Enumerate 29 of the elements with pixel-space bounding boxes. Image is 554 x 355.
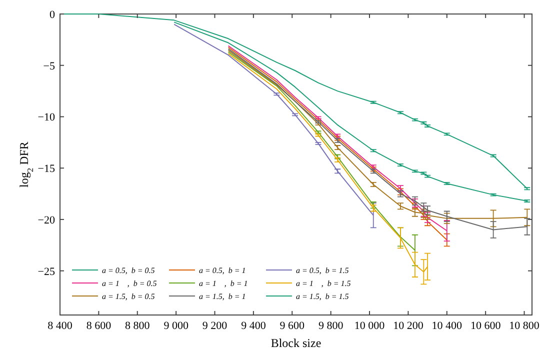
x-tick-label: 10 200 bbox=[393, 320, 424, 332]
y-tick-label: −5 bbox=[43, 60, 56, 72]
legend-label: a = 1.5, b = 1.5 bbox=[296, 292, 349, 301]
x-tick-label: 8 800 bbox=[125, 320, 150, 332]
legend-label: a = 1 , b = 1.5 bbox=[296, 279, 351, 288]
legend-label: a = 1 , b = 1 bbox=[199, 279, 248, 288]
x-tick-label: 9 800 bbox=[318, 320, 344, 332]
legend-label: a = 0.5, b = 1.5 bbox=[296, 266, 349, 275]
x-tick-label: 8 400 bbox=[48, 320, 73, 332]
x-tick-label: 10 600 bbox=[470, 320, 502, 332]
y-tick-label: −20 bbox=[38, 214, 56, 226]
x-tick-label: 10 800 bbox=[509, 320, 540, 332]
y-tick-label: −25 bbox=[38, 266, 56, 278]
x-tick-label: 9 200 bbox=[202, 320, 228, 332]
x-tick-label: 9 400 bbox=[241, 320, 266, 332]
y-tick-label: −10 bbox=[38, 112, 56, 124]
x-tick-label: 8 600 bbox=[86, 320, 112, 332]
legend-label: a = 1.5, b = 0.5 bbox=[102, 292, 155, 301]
y-tick-label: −15 bbox=[38, 163, 56, 176]
x-tick-label: 9 000 bbox=[164, 320, 189, 332]
x-tick-label: 10 000 bbox=[354, 320, 386, 332]
y-tick-label: 0 bbox=[50, 9, 56, 21]
legend-label: a = 0.5, b = 0.5 bbox=[102, 266, 155, 275]
x-tick-label: 9 600 bbox=[280, 320, 306, 332]
legend-label: a = 0.5, b = 1 bbox=[199, 266, 246, 275]
legend-label: a = 1.5, b = 1 bbox=[199, 292, 246, 301]
legend-label: a = 1 , b = 0.5 bbox=[102, 279, 157, 288]
x-axis-title: Block size bbox=[270, 336, 322, 350]
x-tick-label: 10 400 bbox=[432, 320, 463, 332]
